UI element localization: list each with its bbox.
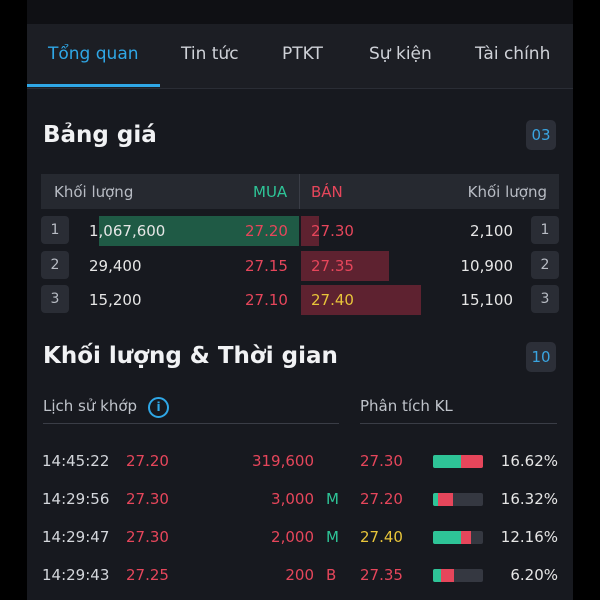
orderbook-row[interactable]: 3 15,200 27.10 27.40 15,100 3 xyxy=(41,285,559,315)
sell-volume-header: Khối lượng xyxy=(467,183,547,201)
trade-row: 14:29:56 27.30 3,000 M 27.20 16.32% xyxy=(27,487,573,517)
trade-volume: 200 xyxy=(285,566,314,584)
buy-level-index: 1 xyxy=(41,216,69,244)
tab-ptkt[interactable]: PTKT xyxy=(282,44,323,64)
trades-count-badge[interactable]: 10 xyxy=(526,342,556,372)
buy-portion xyxy=(433,455,461,468)
phone-screen: Tổng quan Tin tức PTKT Sự kiện Tài chính… xyxy=(27,0,573,600)
tab-tong-quan[interactable]: Tổng quan xyxy=(48,44,139,64)
trades-title: Khối lượng & Thời gian xyxy=(43,343,338,369)
buy-volume-bar xyxy=(99,216,299,246)
sell-volume-bar xyxy=(301,216,319,246)
sell-level-index: 1 xyxy=(531,216,559,244)
trade-price: 27.30 xyxy=(126,528,169,546)
analysis-price: 27.40 xyxy=(360,528,403,546)
analysis-volume-bar xyxy=(433,569,483,582)
tab-tin-tuc[interactable]: Tin tức xyxy=(181,44,239,64)
orderbook-header: Khối lượng MUA BÁN Khối lượng xyxy=(41,174,559,209)
match-history-label[interactable]: Lịch sử khớp xyxy=(43,397,138,415)
analysis-price: 27.20 xyxy=(360,490,403,508)
trade-row: 14:45:22 27.20 319,600 27.30 16.62% xyxy=(27,449,573,479)
sell-price[interactable]: 27.35 xyxy=(311,257,354,275)
orderbook-title: Bảng giá xyxy=(43,122,157,148)
sell-level-index: 2 xyxy=(531,251,559,279)
analysis-percent: 16.62% xyxy=(500,452,558,470)
analysis-price: 27.35 xyxy=(360,566,403,584)
trade-volume: 319,600 xyxy=(251,452,314,470)
sell-volume: 10,900 xyxy=(460,257,514,275)
buy-volume: 15,200 xyxy=(89,291,142,309)
buy-volume-header: Khối lượng xyxy=(54,183,134,201)
top-status-bar xyxy=(27,0,573,24)
analysis-percent: 16.32% xyxy=(500,490,558,508)
sell-header: BÁN xyxy=(311,183,343,201)
trade-side: M xyxy=(326,528,339,546)
sell-portion xyxy=(441,569,454,582)
sell-price[interactable]: 27.30 xyxy=(311,222,354,240)
tab-tai-chinh[interactable]: Tài chính xyxy=(475,44,551,64)
sell-volume-bar xyxy=(301,285,421,315)
tab-bar: Tổng quan Tin tức PTKT Sự kiện Tài chính xyxy=(27,24,573,89)
orderbook-depth-badge[interactable]: 03 xyxy=(526,120,556,150)
buy-level-index: 3 xyxy=(41,285,69,313)
buy-header: MUA xyxy=(253,183,288,201)
trade-time: 14:45:22 xyxy=(42,452,110,470)
trade-side: M xyxy=(326,490,339,508)
trade-row: 14:29:43 27.25 200 B 27.35 6.20% xyxy=(27,563,573,593)
trade-side: B xyxy=(326,566,337,584)
sell-portion xyxy=(461,455,483,468)
sell-price[interactable]: 27.40 xyxy=(311,291,354,309)
orderbook-row[interactable]: 1 1,067,600 27.20 27.30 2,100 1 xyxy=(41,216,559,246)
buy-portion xyxy=(433,493,438,506)
sell-level-index: 3 xyxy=(531,285,559,313)
buy-price[interactable]: 27.15 xyxy=(245,257,288,275)
sell-portion xyxy=(461,531,471,544)
active-tab-indicator xyxy=(27,84,160,87)
trade-price: 27.20 xyxy=(126,452,169,470)
analysis-volume-bar xyxy=(433,531,483,544)
buy-price[interactable]: 27.10 xyxy=(245,291,288,309)
buy-volume: 29,400 xyxy=(89,257,142,275)
analysis-underline xyxy=(360,423,557,424)
sell-volume: 15,100 xyxy=(460,291,514,309)
volume-analysis-label[interactable]: Phân tích KL xyxy=(360,397,453,415)
trade-volume: 3,000 xyxy=(271,490,314,508)
info-icon[interactable]: i xyxy=(148,397,169,418)
tab-su-kien[interactable]: Sự kiện xyxy=(369,44,432,64)
trade-price: 27.25 xyxy=(126,566,169,584)
history-underline xyxy=(43,423,339,424)
buy-price[interactable]: 27.20 xyxy=(245,222,288,240)
trade-volume: 2,000 xyxy=(271,528,314,546)
buy-portion xyxy=(433,531,461,544)
analysis-price: 27.30 xyxy=(360,452,403,470)
analysis-percent: 12.16% xyxy=(500,528,558,546)
trade-row: 14:29:47 27.30 2,000 M 27.40 12.16% xyxy=(27,525,573,555)
buy-level-index: 2 xyxy=(41,251,69,279)
analysis-volume-bar xyxy=(433,455,483,468)
sell-volume: 2,100 xyxy=(470,222,513,240)
buy-portion xyxy=(433,569,441,582)
sell-volume-bar xyxy=(301,251,389,281)
buy-volume: 1,067,600 xyxy=(89,222,166,240)
trade-price: 27.30 xyxy=(126,490,169,508)
analysis-percent: 6.20% xyxy=(510,566,558,584)
sell-portion xyxy=(438,493,453,506)
analysis-volume-bar xyxy=(433,493,483,506)
trade-time: 14:29:56 xyxy=(42,490,110,508)
trade-time: 14:29:47 xyxy=(42,528,110,546)
orderbook-row[interactable]: 2 29,400 27.15 27.35 10,900 2 xyxy=(41,251,559,281)
trade-time: 14:29:43 xyxy=(42,566,110,584)
header-divider xyxy=(299,174,300,209)
